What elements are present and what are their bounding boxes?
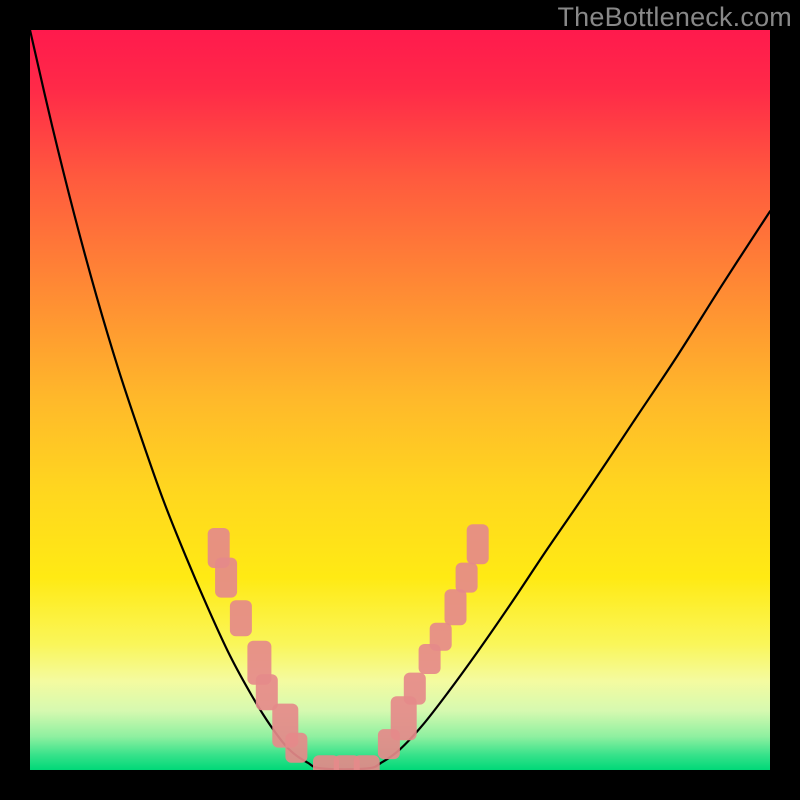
data-marker: [445, 589, 467, 625]
plot-area: [30, 30, 770, 770]
data-marker: [256, 674, 278, 710]
data-marker: [456, 563, 478, 593]
data-marker: [430, 623, 452, 651]
gradient-background: [30, 30, 770, 770]
data-marker: [467, 524, 489, 564]
data-marker: [215, 558, 237, 598]
data-marker: [354, 755, 380, 770]
watermark-text: TheBottleneck.com: [557, 2, 792, 33]
chart-svg: [30, 30, 770, 770]
data-marker: [404, 673, 426, 705]
data-marker: [230, 600, 252, 636]
data-marker: [285, 733, 307, 763]
